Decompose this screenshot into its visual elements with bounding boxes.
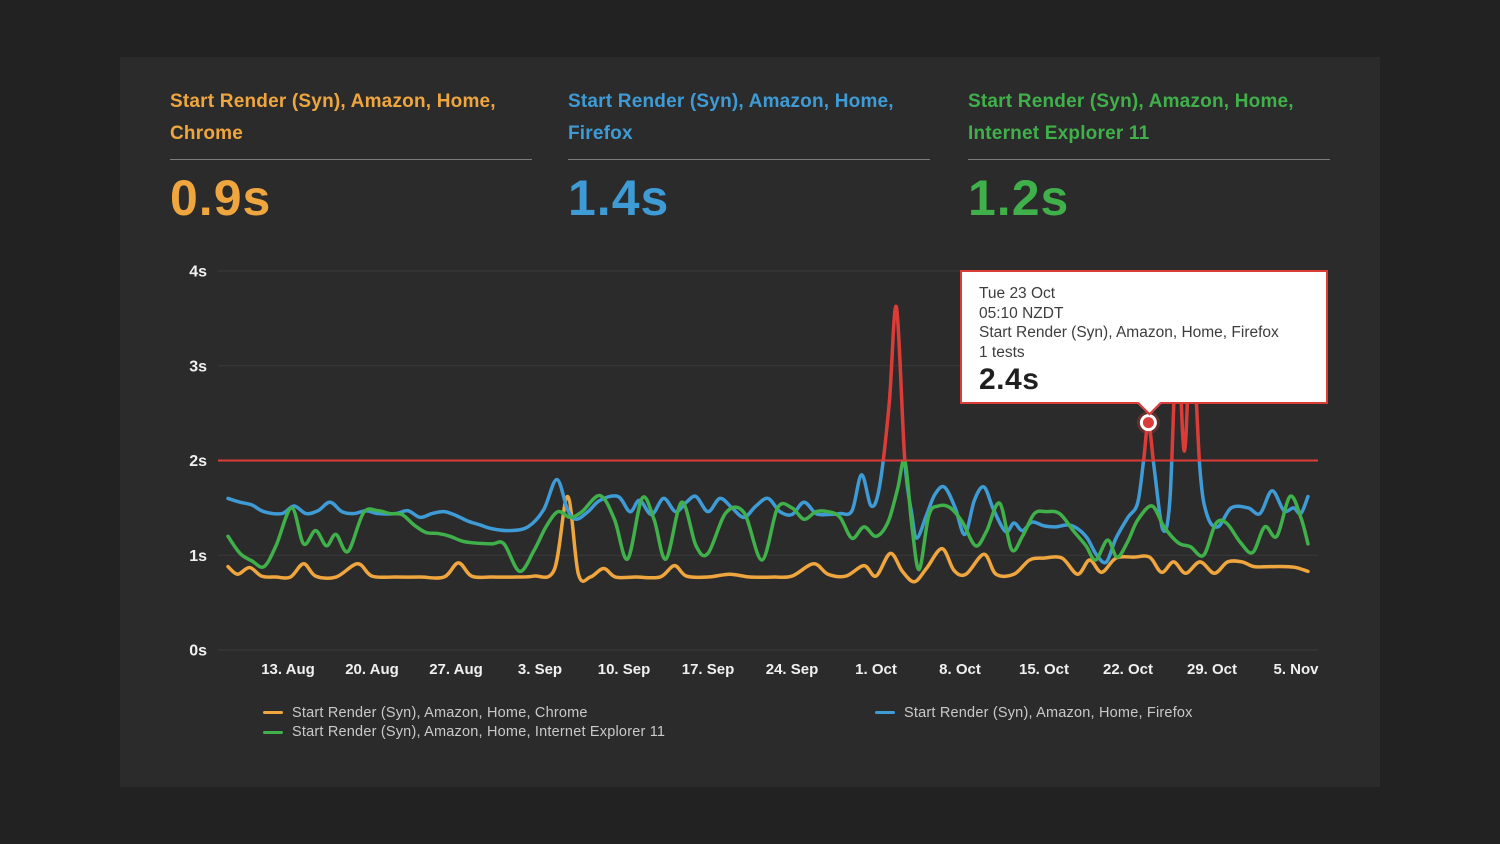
legend-dash-chrome — [263, 711, 283, 715]
x-tick-label: 17. Sep — [682, 661, 735, 678]
x-tick-label: 15. Oct — [1019, 661, 1069, 678]
y-tick-label: 0s — [189, 643, 207, 660]
tooltip-tests: 1 tests — [979, 343, 1025, 361]
legend-label-ie11: Start Render (Syn), Amazon, Home, Intern… — [292, 724, 666, 741]
x-tick-label: 29. Oct — [1187, 661, 1237, 678]
legend-label-firefox: Start Render (Syn), Amazon, Home, Firefo… — [904, 704, 1193, 721]
x-tick-label: 27. Aug — [429, 661, 483, 678]
metric-card-firefox: Start Render (Syn), Amazon, Home, Firefo… — [568, 86, 930, 227]
y-tick-label: 1s — [189, 548, 207, 565]
x-tick-label: 20. Aug — [345, 661, 399, 678]
metric-title-ie11: Start Render (Syn), Amazon, Home, Intern… — [968, 91, 1294, 144]
legend-item-ie11[interactable]: Start Render (Syn), Amazon, Home, Intern… — [263, 723, 665, 743]
metric-value-ie11: 1.2s — [968, 170, 1070, 226]
y-tick-label: 2s — [189, 453, 207, 470]
legend-item-firefox[interactable]: Start Render (Syn), Amazon, Home, Firefo… — [875, 703, 1193, 723]
legend-item-chrome[interactable]: Start Render (Syn), Amazon, Home, Chrome — [263, 703, 665, 723]
x-tick-label: 3. Sep — [518, 661, 562, 678]
alert-marker[interactable] — [1136, 411, 1160, 435]
x-tick-label: 22. Oct — [1103, 661, 1153, 678]
chart-panel — [120, 57, 1380, 787]
x-tick-label: 13. Aug — [261, 661, 315, 678]
x-tick-label: 24. Sep — [766, 661, 819, 678]
legend-label-chrome: Start Render (Syn), Amazon, Home, Chrome — [292, 704, 588, 721]
metric-separator — [968, 159, 1330, 160]
legend-column-left: Start Render (Syn), Amazon, Home, Chrome… — [263, 703, 665, 742]
metric-title-firefox: Start Render (Syn), Amazon, Home, Firefo… — [568, 91, 894, 144]
tooltip-date: Tue 23 Oct — [979, 285, 1056, 302]
y-tick-label: 3s — [189, 358, 207, 375]
x-tick-label: 8. Oct — [939, 661, 981, 678]
tooltip-value: 2.4s — [979, 363, 1040, 396]
x-tick-label: 10. Sep — [598, 661, 651, 678]
tooltip-series: Start Render (Syn), Amazon, Home, Firefo… — [979, 324, 1279, 341]
legend-dash-ie11 — [263, 730, 283, 734]
metric-separator — [568, 159, 930, 160]
metric-card-chrome: Start Render (Syn), Amazon, Home, Chrome… — [170, 86, 532, 227]
series-line-2[interactable] — [226, 459, 1310, 574]
chart-tooltip: Tue 23 Oct 05:10 NZDT Start Render (Syn)… — [960, 270, 1328, 416]
metric-value-firefox: 1.4s — [568, 170, 670, 226]
legend-column-right: Start Render (Syn), Amazon, Home, Firefo… — [875, 703, 1193, 723]
metric-value-chrome: 0.9s — [170, 170, 272, 226]
metric-separator — [170, 159, 532, 160]
metric-title-chrome: Start Render (Syn), Amazon, Home, Chrome — [170, 91, 496, 144]
chart-legend: Start Render (Syn), Amazon, Home, Chrome… — [263, 703, 1192, 742]
x-tick-label: 5. Nov — [1273, 661, 1319, 678]
metric-card-ie11: Start Render (Syn), Amazon, Home, Intern… — [968, 86, 1330, 227]
series-line-0[interactable] — [226, 494, 1310, 584]
legend-dash-firefox — [875, 711, 895, 715]
x-tick-label: 1. Oct — [855, 661, 897, 678]
tooltip-time: 05:10 NZDT — [979, 304, 1064, 322]
y-tick-label: 4s — [189, 264, 207, 281]
